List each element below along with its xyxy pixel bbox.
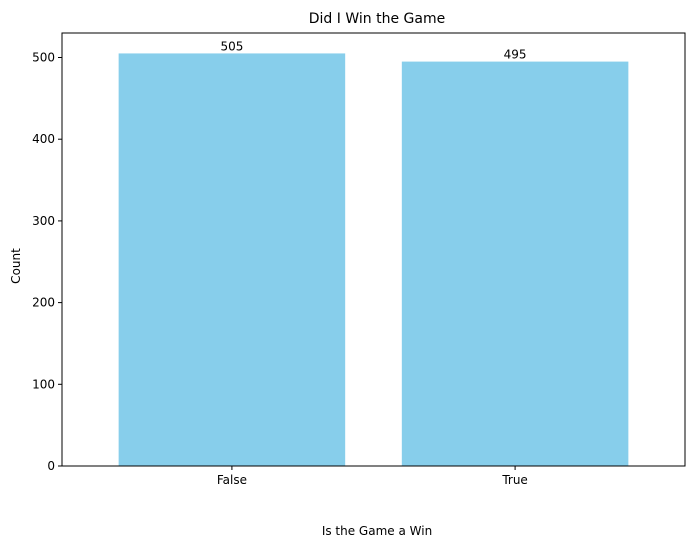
plot-area: 505 495 0 100 200 300 400 500 False True <box>32 32 686 487</box>
x-tick-label: False <box>217 473 247 487</box>
y-tick-label: 500 <box>32 51 55 65</box>
chart-title: Did I Win the Game <box>309 11 445 27</box>
y-tick-label: 400 <box>32 132 55 146</box>
data-label: 505 <box>220 39 243 53</box>
x-axis-label: Is the Game a Win <box>322 524 432 538</box>
y-tick-label: 100 <box>32 377 55 391</box>
axes-frame <box>61 32 686 467</box>
y-tick-label: 300 <box>32 214 55 228</box>
y-tick-label: 0 <box>47 459 55 473</box>
bar-true <box>401 61 629 467</box>
y-axis-label: Count <box>9 248 23 284</box>
x-tick-label: True <box>501 473 528 487</box>
y-tick-label: 200 <box>32 296 55 310</box>
data-label: 495 <box>504 48 527 62</box>
bar-false <box>118 53 346 466</box>
